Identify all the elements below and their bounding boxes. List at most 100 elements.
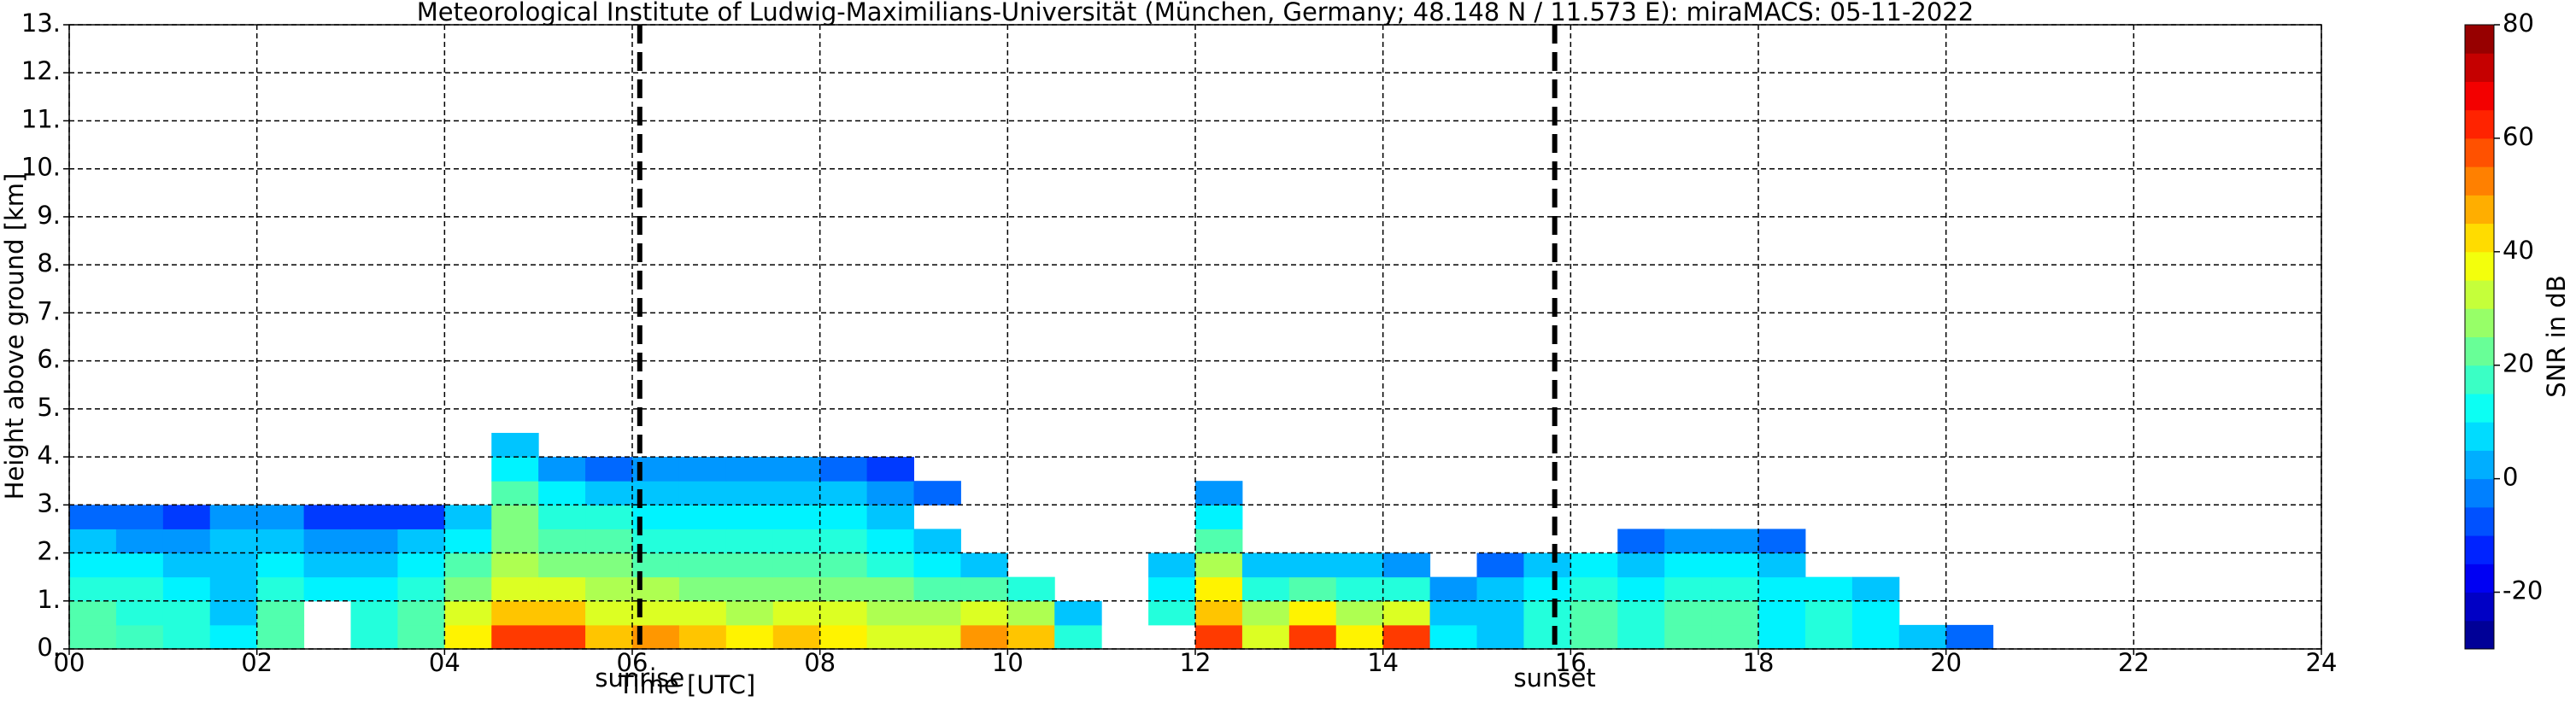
radar-cell	[819, 529, 868, 554]
y-tick-label: 4.	[37, 441, 61, 470]
radar-cell	[350, 552, 398, 578]
radar-cell	[69, 529, 117, 554]
x-tick-label: 12	[1180, 648, 1212, 677]
radar-cell	[678, 529, 727, 554]
colorbar-segment	[2465, 592, 2494, 622]
radar-cell	[585, 624, 633, 650]
radar-cell	[1476, 576, 1524, 602]
radar-cell	[1523, 576, 1571, 602]
radar-cell	[1382, 552, 1431, 578]
radar-cell	[678, 505, 727, 529]
radar-cell	[303, 529, 351, 554]
radar-cell	[725, 481, 774, 505]
y-tick-label: 11.	[21, 104, 61, 133]
radar-cell	[913, 529, 961, 554]
radar-cell	[725, 576, 774, 602]
radar-cell	[772, 505, 821, 529]
radar-cell	[1711, 600, 1759, 626]
colorbar-segment	[2465, 422, 2494, 451]
radar-cell	[913, 576, 961, 602]
radar-cell	[866, 552, 914, 578]
radar-cell	[444, 552, 492, 578]
radar-cell	[866, 457, 914, 482]
radar-cell	[256, 576, 305, 602]
radar-cell	[725, 457, 774, 482]
x-tick-label: 14	[1367, 648, 1399, 677]
y-tick-label: 1.	[37, 585, 61, 614]
y-tick-label: 6.	[37, 345, 61, 374]
radar-cell	[1195, 576, 1243, 602]
radar-cell	[866, 481, 914, 505]
radar-cell	[1804, 624, 1853, 650]
annotation-label: sunset	[1514, 663, 1596, 692]
radar-cell	[585, 529, 633, 554]
radar-cell	[444, 600, 492, 626]
radar-cell	[1195, 529, 1243, 554]
radar-cell	[1007, 624, 1055, 650]
radar-cell	[913, 552, 961, 578]
radar-cell	[303, 576, 351, 602]
radar-cell	[115, 624, 164, 650]
colorbar-segment	[2465, 506, 2494, 536]
y-tick-label: 12.	[21, 56, 61, 85]
radar-cell	[115, 552, 164, 578]
x-tick-label: 24	[2306, 648, 2338, 677]
y-tick-label: 7.	[37, 296, 61, 325]
radar-cell	[444, 529, 492, 554]
radar-cell	[960, 552, 1008, 578]
radar-cell	[1570, 600, 1618, 626]
radar-cell	[1195, 624, 1243, 650]
radar-cell	[162, 529, 211, 554]
x-tick-label: 00	[54, 648, 85, 677]
radar-cell	[1711, 552, 1759, 578]
radar-cell	[772, 576, 821, 602]
colorbar-segment	[2465, 564, 2494, 593]
colorbar-tick-label: 60	[2503, 122, 2534, 151]
radar-cell	[866, 529, 914, 554]
radar-cell	[1382, 624, 1431, 650]
radar-cell	[1664, 552, 1712, 578]
radar-cell	[491, 505, 539, 529]
colorbar-segment	[2465, 137, 2494, 167]
x-tick-label: 08	[804, 648, 836, 677]
radar-cell	[1664, 576, 1712, 602]
radar-cell	[819, 505, 868, 529]
radar-cell	[1429, 576, 1477, 602]
plot-frame	[68, 24, 2322, 650]
radar-cell	[725, 552, 774, 578]
radar-cell	[1617, 624, 1665, 650]
radar-cell	[397, 505, 445, 529]
radar-cell	[819, 600, 868, 626]
radar-cell	[209, 552, 258, 578]
radar-cell	[1758, 600, 1806, 626]
radar-cell	[1570, 552, 1618, 578]
radar-cell	[1711, 624, 1759, 650]
radar-cell	[162, 624, 211, 650]
radar-cell	[397, 576, 445, 602]
radar-cell	[1898, 624, 1947, 650]
radar-cell	[256, 529, 305, 554]
radar-cell	[725, 624, 774, 650]
radar-cell	[162, 576, 211, 602]
radar-cell	[1241, 600, 1290, 626]
radar-cell	[1195, 552, 1243, 578]
radar-cell	[819, 624, 868, 650]
radar-cell	[1711, 576, 1759, 602]
radar-cell	[866, 576, 914, 602]
colorbar-segment	[2465, 620, 2494, 650]
radar-cell	[491, 481, 539, 505]
colorbar-segment	[2465, 535, 2494, 564]
radar-cell	[1054, 624, 1102, 650]
radar-cell	[772, 481, 821, 505]
radar-cell	[491, 576, 539, 602]
radar-cell	[585, 457, 633, 482]
colorbar-frame	[2464, 24, 2495, 650]
x-tick-label: 22	[2118, 648, 2150, 677]
colorbar-segment	[2465, 450, 2494, 480]
radar-cell	[1429, 600, 1477, 626]
radar-cell	[1241, 552, 1290, 578]
radar-cell	[1241, 576, 1290, 602]
radar-cell	[397, 552, 445, 578]
radar-cell	[256, 624, 305, 650]
radar-cell	[866, 505, 914, 529]
